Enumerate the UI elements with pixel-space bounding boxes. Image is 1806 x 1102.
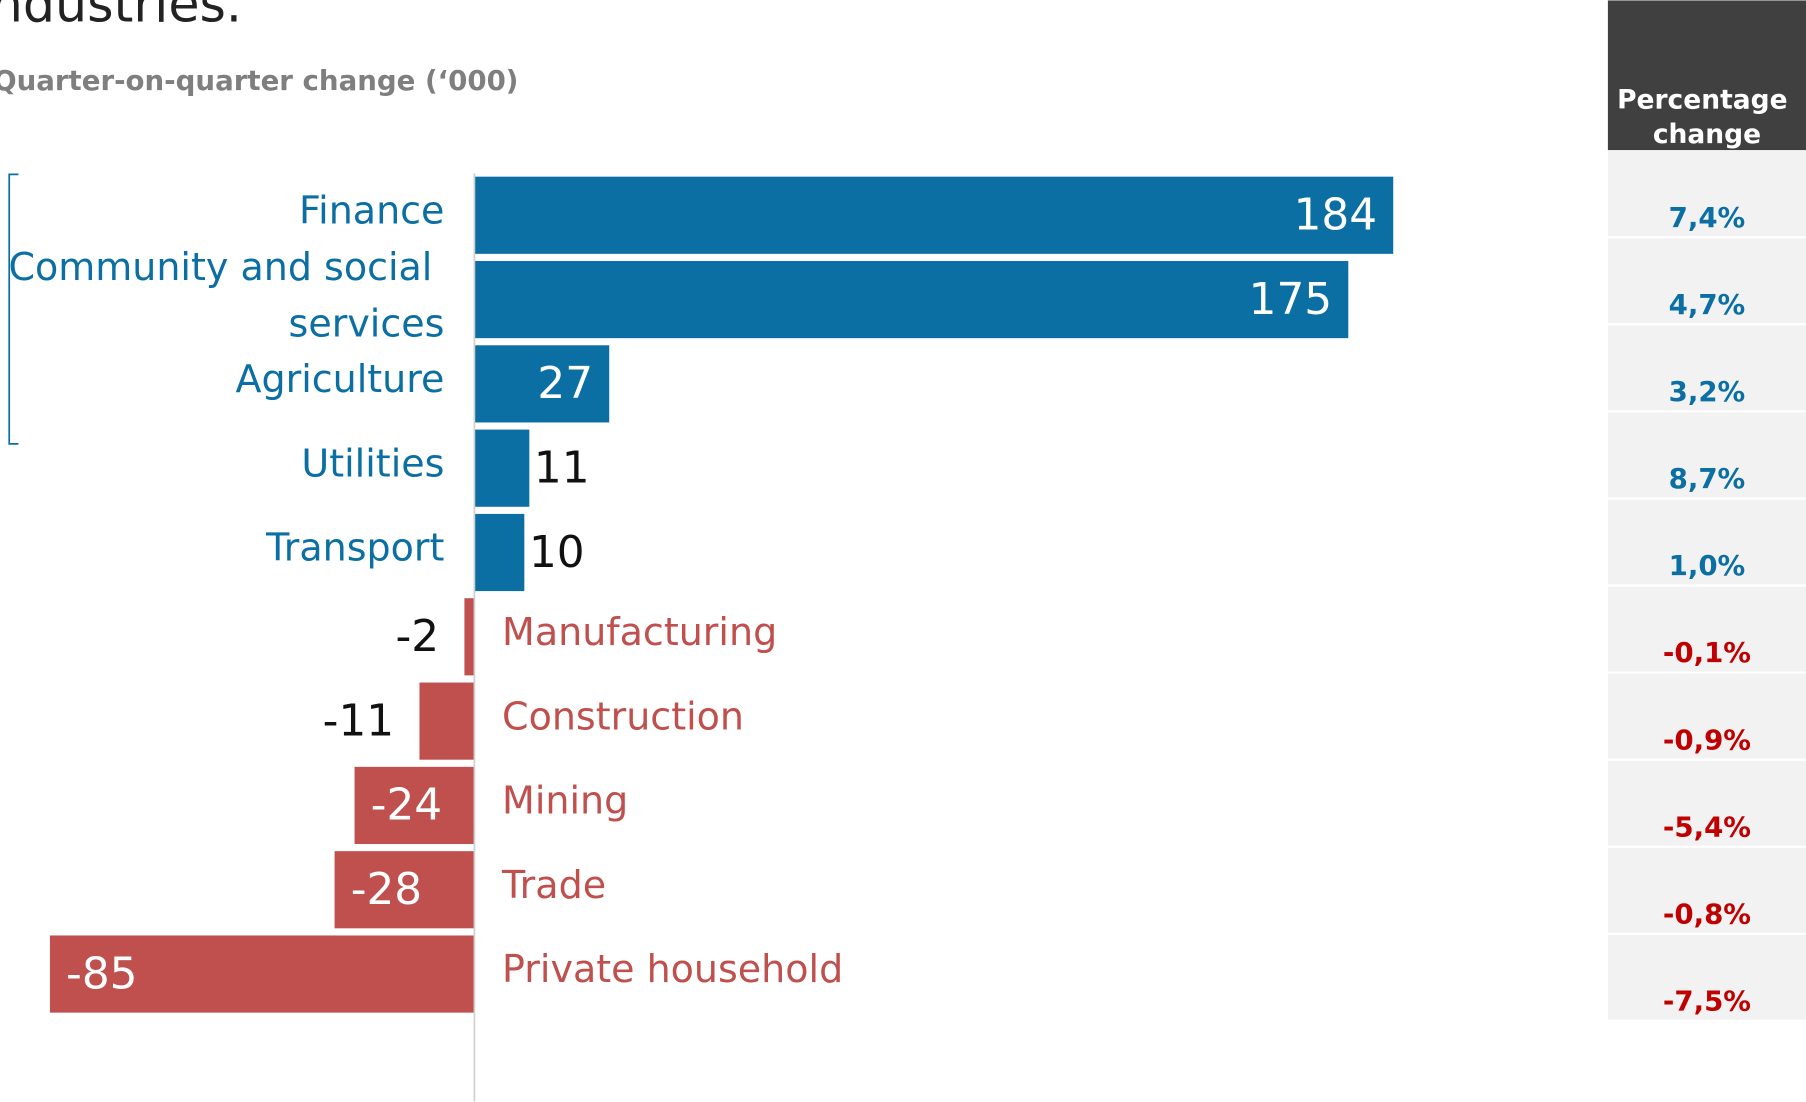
value-label: 175 <box>1249 274 1333 325</box>
category-label: Utilities <box>301 441 444 485</box>
bracket <box>8 173 19 445</box>
bar <box>419 682 475 760</box>
table-value: 1,0% <box>1669 549 1746 582</box>
value-label: -2 <box>395 611 439 662</box>
bar <box>474 513 525 592</box>
value-label: -85 <box>66 948 137 999</box>
chart-title: ndustries. <box>0 0 242 33</box>
category-label: Transport <box>265 526 444 570</box>
table-value: -7,5% <box>1663 985 1751 1018</box>
bar <box>49 935 475 1013</box>
bar <box>474 260 1349 339</box>
category-label: Mining <box>502 779 628 823</box>
table-value: 4,7% <box>1669 288 1746 321</box>
table-header-bg <box>1607 0 1806 151</box>
value-label: -11 <box>323 695 394 746</box>
category-label: Community and social services <box>8 245 444 345</box>
category-label: Private household <box>502 947 843 991</box>
value-label: 11 <box>534 442 590 493</box>
bar <box>334 851 475 929</box>
bar <box>464 598 475 676</box>
table-value: 7,4% <box>1669 201 1746 234</box>
bar <box>474 345 610 423</box>
table-value: -5,4% <box>1663 810 1751 843</box>
category-label: Trade <box>501 863 606 907</box>
table-value: 8,7% <box>1669 462 1746 495</box>
table-value: 3,2% <box>1669 375 1746 408</box>
bar <box>354 766 475 845</box>
bar <box>474 176 1394 254</box>
value-label: 10 <box>529 527 585 578</box>
table-value: -0,1% <box>1663 636 1751 669</box>
category-label: Construction <box>502 694 744 738</box>
table-value: -0,9% <box>1663 723 1751 756</box>
table-value: -0,8% <box>1663 897 1751 930</box>
chart-subtitle: Quarter-on-quarter change (‘000) <box>0 64 518 97</box>
bar <box>474 429 530 507</box>
category-label: Agriculture <box>235 357 444 401</box>
value-label: -24 <box>371 780 442 831</box>
table-header: Percentage change <box>1617 84 1797 150</box>
value-label: -28 <box>351 864 422 915</box>
category-label: Manufacturing <box>502 610 777 654</box>
value-label: 27 <box>537 358 593 409</box>
category-label: Finance <box>299 188 444 232</box>
value-label: 184 <box>1294 190 1378 241</box>
